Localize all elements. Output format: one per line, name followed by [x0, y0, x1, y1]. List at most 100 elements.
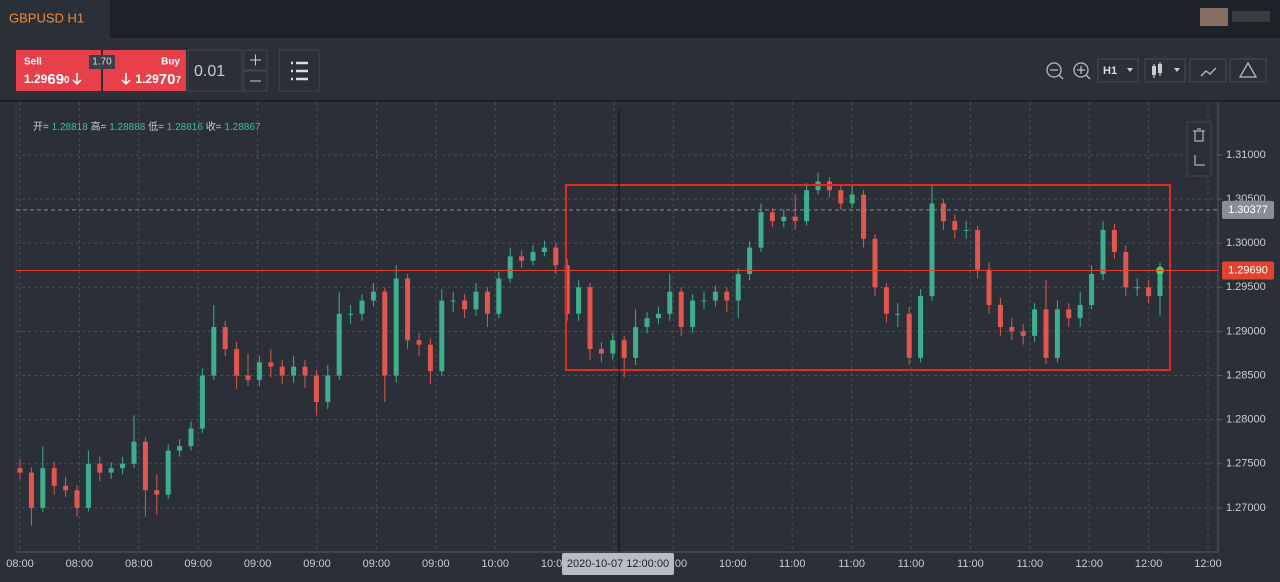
candle-body — [929, 203, 935, 297]
candle-body — [108, 468, 114, 473]
candle-body — [781, 216, 787, 222]
candle-body — [51, 468, 57, 486]
candle-body — [655, 313, 661, 319]
y-tick-label: 1.28000 — [1226, 414, 1266, 426]
avatar[interactable] — [1200, 8, 1228, 26]
x-tick-label: 11:00 — [838, 558, 865, 570]
price-label-box — [1222, 200, 1274, 219]
candle-body — [564, 265, 570, 314]
buy-button[interactable] — [103, 50, 186, 91]
candle-body — [712, 291, 718, 301]
candle-body — [621, 340, 627, 358]
candle-body — [325, 375, 331, 402]
spread-box — [89, 55, 115, 69]
candle-body — [553, 247, 559, 266]
candle-body — [1009, 327, 1015, 332]
ohlc-info: 开= 1.28818 高= 1.28888 低= 1.28816 收= 1.28… — [33, 120, 261, 133]
candle-body — [1043, 309, 1049, 358]
x-tick-label: 11:00 — [898, 558, 925, 570]
drawing-toolbox — [1186, 121, 1212, 177]
candle-body — [211, 327, 217, 376]
x-tick-label: 09:00 — [363, 558, 391, 570]
sell-button[interactable] — [16, 50, 101, 91]
price-label: 1.30377 — [1228, 204, 1268, 216]
candle-body — [496, 278, 502, 314]
candle-body — [861, 194, 867, 239]
chart-type-select[interactable] — [1144, 58, 1186, 83]
x-tick-label: 12:00 — [1135, 558, 1163, 570]
dropdown-arrows — [1127, 68, 1180, 72]
candle-body — [986, 269, 992, 305]
candle-body — [507, 256, 513, 279]
candle-body — [120, 463, 126, 469]
candle-body — [1066, 309, 1072, 319]
candle-body — [188, 428, 194, 447]
tab-bar — [0, 0, 1280, 38]
timeframe-select[interactable] — [1097, 58, 1139, 83]
x-tick-label: 09:00 — [244, 558, 272, 570]
candle-body — [393, 278, 399, 376]
lot-input[interactable] — [187, 49, 243, 92]
candle-body — [940, 203, 946, 222]
candle-body — [222, 327, 228, 350]
candle-body — [633, 327, 639, 358]
candle-body — [427, 344, 433, 372]
zoom-out[interactable] — [1046, 62, 1062, 78]
candle-icon-body — [1152, 66, 1156, 75]
x-tick-label: 12:00 — [1194, 558, 1222, 570]
candle-body — [519, 256, 525, 261]
candle-body — [17, 468, 23, 473]
drawing-button[interactable] — [1229, 58, 1267, 83]
candle-body — [1146, 287, 1152, 297]
candle-body — [439, 300, 445, 372]
candle-body — [975, 229, 981, 270]
candle-body — [849, 194, 855, 204]
tab[interactable] — [0, 0, 110, 38]
x-tick-label: 11:00 — [779, 558, 806, 570]
rectangle-drawing[interactable] — [565, 184, 1171, 371]
candle-body — [63, 485, 69, 491]
candle-body — [97, 463, 103, 473]
delete-icon[interactable] — [1193, 128, 1205, 142]
candle-icon-body — [1158, 64, 1162, 73]
timeframe: H1 — [1103, 65, 1117, 77]
candle-body — [541, 247, 547, 252]
x-tick-label: 10:00 — [541, 558, 569, 570]
indicator-button[interactable] — [1189, 58, 1227, 83]
candle-body — [1032, 309, 1038, 336]
x-tick-label: 08:00 — [125, 558, 153, 570]
list-icon — [291, 61, 308, 81]
candle-body — [997, 304, 1003, 327]
candle-body — [245, 375, 251, 380]
price-label-box — [1222, 261, 1274, 280]
candle-body — [348, 313, 354, 315]
y-tick-label: 1.27000 — [1226, 502, 1266, 514]
candle-body — [724, 291, 730, 301]
candle-body — [598, 349, 604, 354]
candle-body — [131, 441, 137, 464]
sell-price: 1.29690 — [24, 71, 70, 88]
candle-body — [28, 472, 34, 508]
zoom-in[interactable] — [1073, 62, 1089, 78]
candle-body — [758, 212, 764, 248]
candle-body — [199, 375, 205, 429]
buy-label: Buy — [161, 57, 180, 68]
crosshair-label: 2020-10-07 12:00:00 — [567, 558, 669, 570]
edit-icon[interactable] — [1194, 155, 1205, 166]
candle-body — [268, 362, 274, 367]
candle-body — [382, 291, 388, 376]
candle-body — [701, 300, 707, 302]
x-tick-label: 10:00 — [481, 558, 509, 570]
candle-body — [165, 450, 171, 495]
candle-body — [291, 366, 297, 376]
zoom-in-icon — [1077, 66, 1091, 80]
candle-body — [963, 229, 969, 231]
candle-body — [450, 300, 456, 302]
x-tick-label: 11:00 — [957, 558, 984, 570]
crosshair-label-box — [562, 553, 674, 575]
x-tick-label: 08:00 — [66, 558, 94, 570]
candle-body — [952, 221, 958, 230]
x-tick-label: 09:00 — [422, 558, 450, 570]
candle-body — [918, 296, 924, 358]
